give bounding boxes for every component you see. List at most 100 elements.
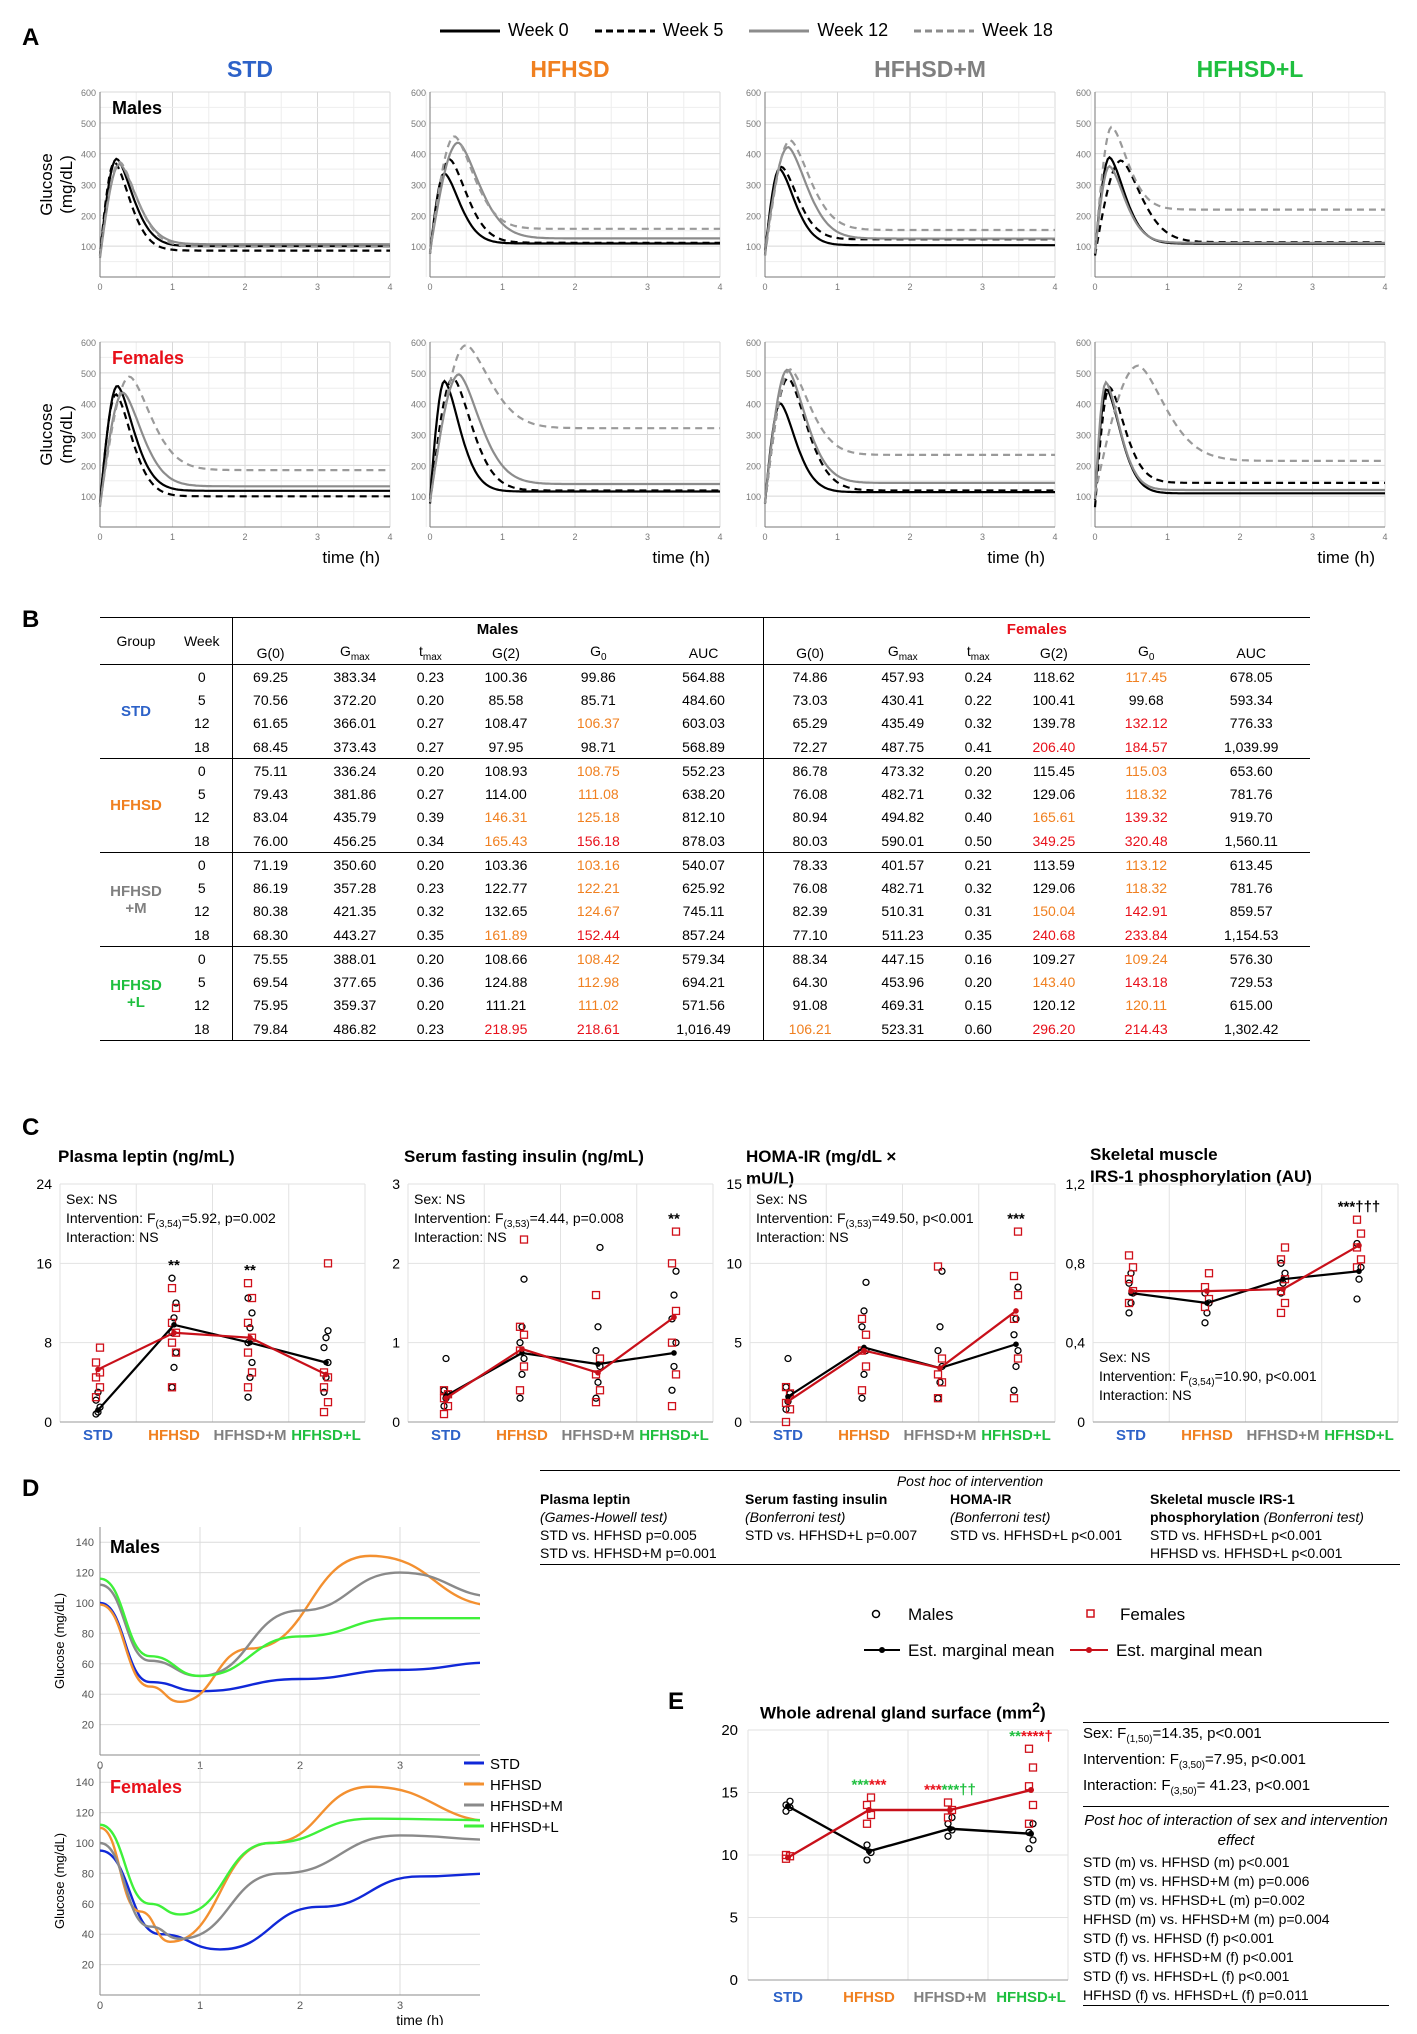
table-cell-female: 113.12	[1125, 856, 1168, 873]
x-tick-label: 1	[1165, 532, 1170, 542]
table-cell-female: 482.71	[881, 879, 925, 896]
table-cell-female: 0.20	[964, 762, 992, 779]
table-cell-male: 83.04	[253, 809, 289, 826]
table-cell-male: 0.27	[416, 715, 445, 732]
table-cell-female: 590.01	[881, 832, 925, 849]
y-tick-label: 0	[392, 1414, 400, 1430]
male-data-point	[944, 1832, 952, 1840]
table-cell-female: 511.23	[881, 926, 924, 943]
female-data-point	[1028, 1763, 1038, 1772]
female-data-point	[167, 1338, 177, 1347]
stat-part: Intervention: F	[756, 1210, 846, 1226]
category-label: STD	[1116, 1427, 1146, 1444]
posthoc-e-line: HFHSD (m) vs. HFHSD+M (m) p=0.004	[1083, 1911, 1330, 1927]
female-data-point	[1280, 1298, 1290, 1308]
table-cell-female: 0.24	[964, 668, 992, 685]
female-data-point	[671, 1306, 681, 1316]
female-data-point	[323, 1398, 333, 1407]
table-col-header: G(0)	[796, 644, 825, 661]
female-data-point	[519, 1235, 529, 1244]
category-label: HFHSD	[843, 1989, 895, 2006]
glucose-curve-week-12	[428, 373, 720, 503]
table-cell-male: 69.54	[253, 973, 289, 990]
y-tick-label: 80	[82, 1628, 94, 1640]
female-data-point	[1024, 1819, 1034, 1828]
glucose-curve-week-12	[1093, 380, 1385, 499]
y-tick-label: 600	[411, 338, 426, 348]
emm-males-line-dot	[671, 1350, 677, 1356]
male-data-point	[1355, 1275, 1363, 1283]
table-cell-male: 218.95	[484, 1020, 528, 1037]
male-data-point	[168, 1274, 176, 1282]
male-data-point	[518, 1370, 526, 1379]
table-cell-female: 78.33	[792, 856, 828, 873]
significance-part: ***	[924, 1782, 942, 1799]
x-tick-label: 4	[717, 532, 722, 542]
stat-df: (3,53)	[846, 1219, 872, 1230]
male-data-point	[1012, 1362, 1020, 1371]
glucose-curve-week-12	[763, 146, 1055, 253]
table-cell-female: 118.32	[1125, 785, 1168, 802]
table-cell-female: 469.31	[881, 997, 925, 1014]
table-row: 5 86.19 357.28 0.23 122.77 122.21 625.92 76.08 4…	[100, 876, 1310, 900]
table-cell-male: 125.18	[576, 809, 620, 826]
table-cell-male: 568.89	[644, 735, 764, 759]
table-cell-male: 152.44	[576, 926, 620, 943]
table-cell-male: 111.08	[577, 785, 619, 802]
male-data-point	[246, 1373, 254, 1382]
table-cell-female: 510.31	[881, 903, 925, 920]
y-tick-label: 600	[746, 88, 761, 98]
table-cell-female: 1,302.42	[1223, 1020, 1279, 1037]
female-data-point	[862, 1819, 872, 1828]
table-cell-male: 1,016.49	[644, 1017, 764, 1041]
category-label: STD	[431, 1427, 461, 1444]
y-tick-label: 100	[81, 242, 96, 252]
glucose-curve-week-12	[763, 368, 1055, 502]
table-row: 12 80.38 421.35 0.32 132.65 124.67 745.11 82.39…	[100, 899, 1310, 923]
x-tick-label: 2	[297, 1760, 303, 1772]
group-title-hfhsd-m: HFHSD+M	[874, 56, 986, 82]
female-data-point	[1124, 1298, 1134, 1308]
category-label: HFHSD+M	[914, 1989, 987, 2006]
simulated-curve	[99, 1577, 480, 1678]
table-cell-female: 143.40	[1032, 973, 1076, 990]
y-tick-label: 500	[411, 119, 426, 129]
y-tick-label: 140	[76, 1777, 94, 1789]
posthoc-title: Post hoc of intervention	[540, 1470, 1400, 1490]
y-tick-label: 0,4	[1066, 1335, 1086, 1351]
table-cell-male: 0.23	[416, 879, 445, 896]
table-week-cell: 12	[172, 993, 233, 1017]
table-cell-female: 76.08	[792, 879, 828, 896]
stat-intervention: Intervention: F(3,54)=5.92, p=0.002	[66, 1210, 276, 1230]
male-data-point	[1025, 1845, 1033, 1853]
female-data-point	[243, 1383, 253, 1392]
y-tick-label: 1	[392, 1335, 400, 1351]
significance-part: ****†	[1021, 1728, 1053, 1745]
emm-males-line	[787, 1805, 1032, 1853]
legend-week12: Week 12	[749, 20, 889, 40]
glucose-curve-week-12	[98, 162, 390, 259]
row-label-males: Males	[112, 98, 162, 118]
y-axis-label: Glucose(mg/dL)	[37, 153, 76, 215]
emm-females-line-dot	[595, 1370, 601, 1376]
female-data-point	[1013, 1354, 1023, 1363]
posthoc-col-homa: HOMA-IR (Bonferroni test) STD vs. HFHSD+…	[950, 1491, 1123, 1543]
table-cell-male: 68.30	[253, 926, 289, 943]
table-week-cell: 18	[172, 1017, 233, 1041]
x-tick-label: 3	[397, 1760, 403, 1772]
posthoc-e-line: STD (f) vs. HFHSD+L (f) p<0.001	[1083, 1968, 1290, 1984]
emm-females-line-dot	[1356, 1242, 1362, 1249]
table-cell-male: 0.36	[416, 973, 445, 990]
table-cell-female: 615.00	[1229, 997, 1273, 1014]
table-cell-male: 69.25	[253, 668, 289, 685]
table-cell-female: 0.35	[964, 926, 992, 943]
table-cell-female: 593.34	[1229, 691, 1273, 708]
male-data-point	[862, 1278, 870, 1287]
x-tick-label: 3	[980, 282, 985, 292]
female-data-point	[943, 1798, 953, 1807]
table-cell-male: 0.27	[416, 738, 445, 755]
legend-d-hfhsd: HFHSD	[490, 1777, 542, 1794]
y-tick-label: 400	[411, 150, 426, 160]
y-tick-label: 5	[734, 1335, 742, 1351]
table-cell-female: 487.75	[881, 738, 925, 755]
